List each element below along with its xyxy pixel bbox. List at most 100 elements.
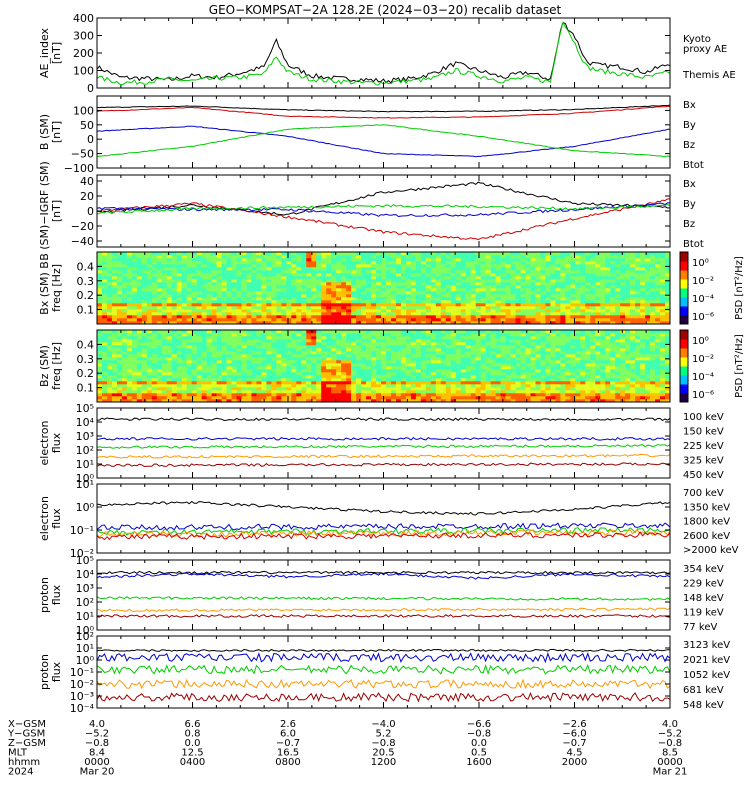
spectrogram-cell bbox=[430, 369, 437, 373]
spectrogram-cell bbox=[106, 288, 113, 292]
spectrogram-cell bbox=[480, 390, 486, 394]
spectrogram-cell bbox=[111, 396, 118, 400]
spectrogram-cell bbox=[251, 264, 257, 268]
spectrogram-cell bbox=[590, 288, 596, 292]
spectrogram-cell bbox=[256, 393, 262, 397]
spectrogram-cell bbox=[346, 261, 352, 265]
spectrogram-cell bbox=[620, 255, 626, 259]
spectrogram-cell bbox=[390, 306, 397, 310]
spectrogram-cell bbox=[331, 357, 337, 361]
spectrogram-cell bbox=[450, 315, 457, 319]
legend-entry: Bz bbox=[683, 219, 695, 230]
spectrogram-cell bbox=[121, 315, 128, 319]
spectrogram-cell bbox=[106, 282, 113, 286]
spectrogram-cell bbox=[176, 357, 182, 361]
spectrogram-cell bbox=[261, 303, 267, 307]
spectrogram-cell bbox=[231, 306, 237, 310]
spectrogram-cell bbox=[515, 306, 521, 310]
spectrogram-cell bbox=[450, 372, 457, 376]
spectrogram-cell bbox=[361, 363, 367, 367]
spectrogram-cell bbox=[485, 258, 491, 262]
spectrogram-cell bbox=[141, 300, 148, 304]
spectrogram-cell bbox=[236, 363, 242, 367]
spectrogram-cell bbox=[435, 309, 442, 313]
spectrogram-cell bbox=[296, 396, 302, 400]
spectrogram-cell bbox=[266, 297, 272, 301]
spectrogram-cell bbox=[655, 276, 661, 280]
spectrogram-cell bbox=[141, 258, 148, 262]
spectrogram-cell bbox=[485, 357, 491, 361]
spectrogram-cell bbox=[206, 393, 212, 397]
spectrogram-cell bbox=[121, 282, 128, 286]
spectrogram-cell bbox=[605, 312, 611, 316]
spectrogram-cell bbox=[221, 357, 227, 361]
spectrogram-cell bbox=[545, 315, 551, 319]
spectrogram-cell bbox=[381, 315, 387, 319]
spectrogram-cell bbox=[435, 315, 442, 319]
spectrogram-cell bbox=[390, 384, 397, 388]
spectrogram-cell bbox=[326, 252, 332, 256]
spectrogram-cell bbox=[186, 351, 192, 355]
spectrogram-cell bbox=[296, 372, 302, 376]
spectrogram-cell bbox=[191, 318, 197, 322]
spectrogram-cell bbox=[420, 375, 427, 379]
spectrogram-cell bbox=[221, 300, 227, 304]
spectrogram-cell bbox=[211, 285, 217, 289]
spectrogram-cell bbox=[455, 309, 462, 313]
spectrogram-cell bbox=[246, 276, 252, 280]
spectrogram-cell bbox=[381, 345, 387, 349]
spectrogram-cell bbox=[650, 309, 656, 313]
spectrogram-cell bbox=[450, 267, 457, 271]
spectrogram-cell bbox=[196, 378, 202, 382]
spectrogram-cell bbox=[281, 345, 287, 349]
spectrogram-cell bbox=[390, 309, 397, 313]
spectrogram-cell bbox=[296, 351, 302, 355]
spectrogram-cell bbox=[151, 345, 158, 349]
spectrogram-cell bbox=[286, 321, 292, 325]
spectrogram-cell bbox=[490, 339, 496, 343]
spectrogram-cell bbox=[351, 393, 357, 397]
spectrogram-cell bbox=[470, 318, 476, 322]
spectrogram-cell bbox=[660, 279, 666, 283]
spectrogram-cell bbox=[385, 393, 392, 397]
spectrogram-cell bbox=[136, 378, 143, 382]
spectrogram-cell bbox=[540, 282, 546, 286]
spectrogram-cell bbox=[116, 339, 123, 343]
spectrogram-cell bbox=[570, 300, 576, 304]
spectrogram-cell bbox=[196, 336, 202, 340]
spectrogram-cell bbox=[475, 372, 481, 376]
spectrogram-cell bbox=[151, 309, 158, 313]
spectrogram-cell bbox=[385, 330, 392, 334]
spectrogram-cell bbox=[311, 270, 317, 274]
spectrogram-cell bbox=[111, 303, 118, 307]
spectrogram-cell bbox=[395, 252, 402, 256]
spectrogram-cell bbox=[376, 300, 382, 304]
spectrogram-cell bbox=[620, 315, 626, 319]
spectrogram-cell bbox=[121, 363, 128, 367]
spectrogram-cell bbox=[166, 321, 173, 325]
spectrogram-cell bbox=[485, 366, 491, 370]
spectrogram-cell bbox=[460, 393, 467, 397]
spectrogram-cell bbox=[405, 264, 412, 268]
spectrogram-cell bbox=[126, 342, 133, 346]
spectrogram-cell bbox=[261, 360, 267, 364]
spectrogram-cell bbox=[256, 375, 262, 379]
spectrogram-cell bbox=[620, 261, 626, 265]
spectrogram-cell bbox=[221, 351, 227, 355]
spectrogram-cell bbox=[201, 309, 207, 313]
spectrogram-cell bbox=[281, 318, 287, 322]
spectrogram-cell bbox=[146, 282, 153, 286]
spectrogram-cell bbox=[640, 273, 646, 277]
spectrogram-cell bbox=[450, 258, 457, 262]
spectrogram-cell bbox=[485, 267, 491, 271]
spectrogram-cell bbox=[465, 294, 471, 298]
spectrogram-cell bbox=[475, 357, 481, 361]
spectrogram-cell bbox=[510, 300, 516, 304]
spectrogram-cell bbox=[460, 399, 467, 403]
spectrogram-cell bbox=[510, 252, 516, 256]
spectrogram-cell bbox=[610, 258, 616, 262]
spectrogram-cell bbox=[106, 387, 113, 391]
spectrogram-cell bbox=[535, 288, 541, 292]
spectrogram-cell bbox=[395, 393, 402, 397]
spectrogram-cell bbox=[161, 252, 168, 256]
